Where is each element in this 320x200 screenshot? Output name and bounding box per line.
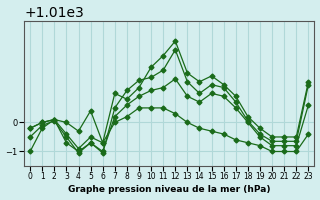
X-axis label: Graphe pression niveau de la mer (hPa): Graphe pression niveau de la mer (hPa) [68, 185, 270, 194]
